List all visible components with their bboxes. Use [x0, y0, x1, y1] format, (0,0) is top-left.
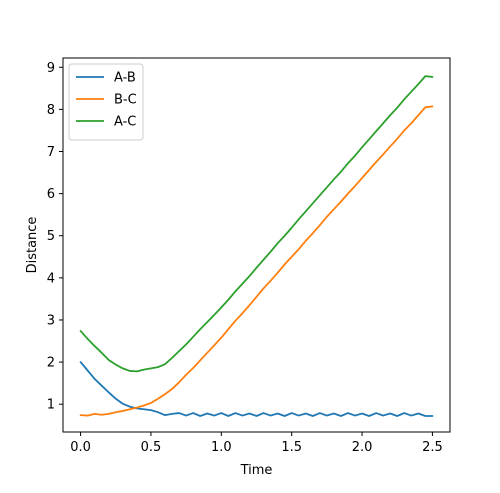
y-axis-label: Distance: [25, 217, 40, 274]
legend-label: B-C: [114, 93, 137, 108]
x-axis-label: Time: [240, 463, 273, 478]
y-tick-label: 9: [47, 61, 55, 76]
series-line-b-c: [79, 105, 434, 417]
y-tick-label: 1: [47, 398, 55, 413]
plot-frame: [62, 57, 451, 433]
series-line-a-b: [79, 361, 434, 417]
y-tick-label: 2: [47, 356, 55, 371]
plot-lines: [79, 75, 434, 417]
x-axis: 0.0 0.5 1.0 1.5 2.0 2.5: [70, 432, 443, 455]
y-tick-label: 4: [47, 271, 55, 286]
y-tick-label: 7: [47, 145, 55, 160]
y-axis: 1 2 3 4 5 6 7 8 9: [47, 61, 63, 413]
x-tick-label: 0.5: [141, 440, 162, 455]
x-tick-label: 0.0: [70, 440, 91, 455]
y-tick-label: 3: [47, 313, 55, 328]
x-tick-label: 2.0: [352, 440, 373, 455]
y-tick-label: 6: [47, 187, 55, 202]
legend-label: A-C: [114, 115, 136, 130]
y-tick-label: 5: [47, 229, 55, 244]
series-line-a-c: [79, 75, 434, 373]
x-tick-label: 1.5: [281, 440, 302, 455]
y-tick-label: 8: [47, 103, 55, 118]
x-tick-label: 2.5: [422, 440, 443, 455]
legend: A-B B-C A-C: [68, 63, 144, 141]
x-tick-label: 1.0: [211, 440, 232, 455]
legend-label: A-B: [114, 71, 136, 86]
